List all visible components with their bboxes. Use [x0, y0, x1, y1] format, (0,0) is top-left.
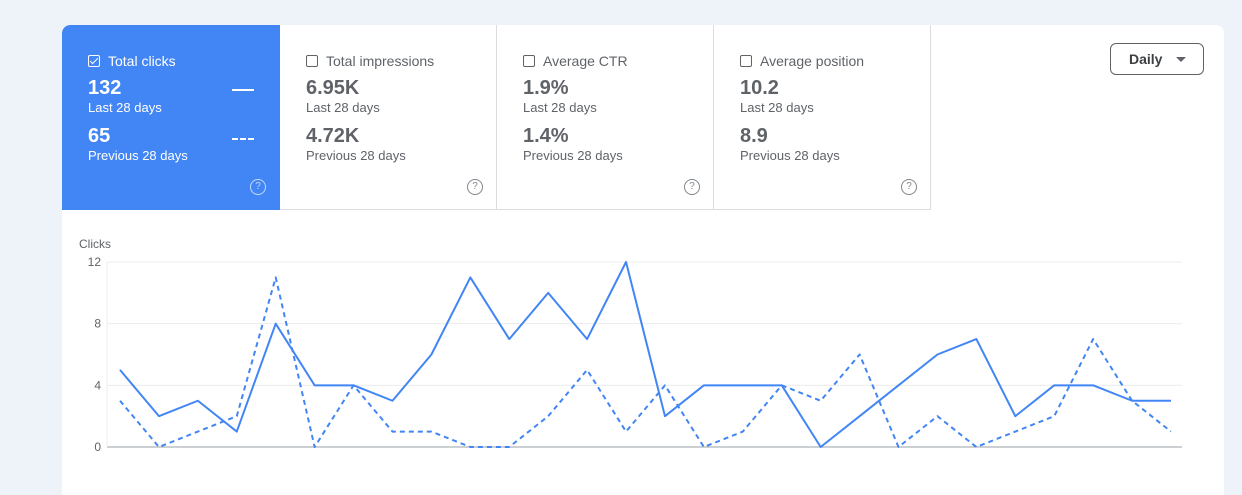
metric-label: Total impressions [326, 53, 434, 69]
checkbox-icon[interactable] [306, 55, 318, 67]
help-icon[interactable]: ? [901, 179, 917, 195]
caret-down-icon [1176, 57, 1186, 62]
metric-tile-average-ctr[interactable]: Average CTR 1.9% Last 28 days 1.4% Previ… [497, 25, 714, 210]
previous-period-series-line [120, 277, 1171, 447]
metric-previous-period: Previous 28 days [523, 148, 713, 164]
metric-value: 132 [88, 77, 279, 99]
metric-tile-total-impressions[interactable]: Total impressions 6.95K Last 28 days 4.7… [280, 25, 497, 210]
metric-period: Last 28 days [306, 100, 496, 116]
metric-label: Average CTR [543, 53, 628, 69]
metric-value: 6.95K [306, 77, 496, 99]
metric-tile-header: Average CTR [523, 52, 713, 70]
granularity-dropdown[interactable]: Daily [1110, 43, 1204, 75]
checkbox-icon[interactable] [88, 55, 100, 67]
metric-tile-header: Average position [740, 52, 930, 70]
metric-previous-value: 65 [88, 125, 279, 147]
y-tick-label: 12 [88, 255, 102, 269]
metric-previous-period: Previous 28 days [740, 148, 930, 164]
clicks-line-chart: Clicks 0 4 8 12 [62, 230, 1224, 470]
y-tick-label: 0 [94, 440, 101, 454]
help-icon[interactable]: ? [250, 179, 266, 195]
metric-tile-header: Total clicks [88, 52, 279, 70]
y-tick-label: 8 [94, 317, 101, 331]
y-tick-label: 4 [94, 378, 101, 392]
metric-tiles: Total clicks 132 Last 28 days 65 Previou… [62, 25, 931, 210]
metric-period: Last 28 days [740, 100, 930, 116]
checkbox-icon[interactable] [740, 55, 752, 67]
help-icon[interactable]: ? [684, 179, 700, 195]
metric-value: 10.2 [740, 77, 930, 99]
help-icon[interactable]: ? [467, 179, 483, 195]
y-axis-title: Clicks [79, 237, 111, 251]
granularity-selected-value: Daily [1129, 51, 1162, 67]
metric-label: Average position [760, 53, 864, 69]
metric-period: Last 28 days [88, 100, 279, 116]
metric-previous-value: 4.72K [306, 125, 496, 147]
metric-value: 1.9% [523, 77, 713, 99]
metric-tile-average-position[interactable]: Average position 10.2 Last 28 days 8.9 P… [714, 25, 931, 210]
metric-previous-value: 8.9 [740, 125, 930, 147]
metric-label: Total clicks [108, 53, 176, 69]
checkbox-icon[interactable] [523, 55, 535, 67]
performance-card: Total clicks 132 Last 28 days 65 Previou… [62, 25, 1224, 495]
metric-period: Last 28 days [523, 100, 713, 116]
metric-tile-total-clicks[interactable]: Total clicks 132 Last 28 days 65 Previou… [62, 25, 280, 210]
metric-previous-value: 1.4% [523, 125, 713, 147]
solid-line-legend-icon [232, 89, 254, 91]
dashed-line-legend-icon [232, 138, 254, 140]
metric-tile-header: Total impressions [306, 52, 496, 70]
metric-previous-period: Previous 28 days [306, 148, 496, 164]
metric-previous-period: Previous 28 days [88, 148, 279, 164]
